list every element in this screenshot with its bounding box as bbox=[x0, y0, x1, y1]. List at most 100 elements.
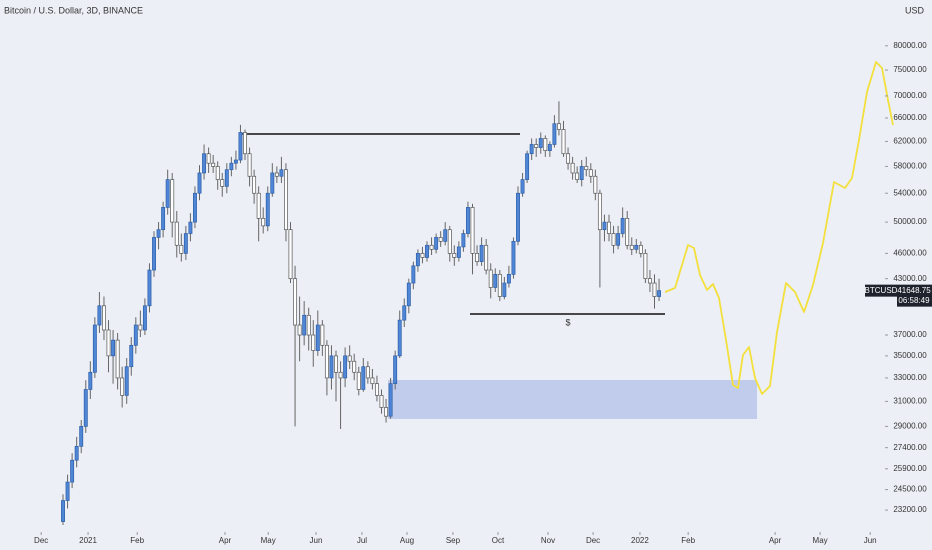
candle-body bbox=[284, 169, 288, 231]
y-tick-label: 70000.00 bbox=[893, 91, 927, 100]
candle-body bbox=[193, 192, 197, 223]
candle-body bbox=[329, 355, 334, 379]
candle-body bbox=[265, 192, 270, 227]
candle-body bbox=[425, 244, 429, 258]
candle-body bbox=[65, 481, 70, 501]
candle-body bbox=[638, 244, 643, 254]
candle-body bbox=[620, 218, 625, 234]
candle-body bbox=[270, 172, 275, 194]
candle-body bbox=[402, 305, 407, 321]
candle-body bbox=[311, 334, 316, 351]
candle-body bbox=[174, 221, 179, 246]
candle-body bbox=[211, 162, 216, 167]
candle-body bbox=[456, 246, 461, 258]
y-tick-label: 80000.00 bbox=[893, 41, 927, 50]
candle-body bbox=[579, 166, 584, 180]
symbol-box bbox=[865, 284, 897, 297]
candle-body bbox=[229, 162, 234, 171]
y-tick-label: 50000.00 bbox=[893, 217, 927, 226]
candle-body bbox=[497, 273, 502, 297]
x-tick-label: Feb bbox=[130, 536, 144, 545]
candle-body bbox=[434, 237, 439, 250]
candle-body bbox=[79, 426, 84, 447]
candle-body bbox=[488, 269, 493, 288]
candle-body bbox=[648, 278, 652, 284]
candle-body bbox=[420, 253, 425, 258]
candle-body bbox=[370, 377, 375, 385]
candle-body bbox=[602, 221, 607, 231]
candle-body bbox=[584, 166, 589, 171]
y-tick-label: 62000.00 bbox=[893, 137, 927, 146]
candle-body bbox=[261, 218, 266, 227]
x-tick-label: May bbox=[261, 536, 276, 545]
y-tick-label: 33000.00 bbox=[893, 373, 927, 382]
candle-body bbox=[529, 144, 534, 155]
x-tick-label: Dec bbox=[34, 536, 48, 545]
candle-body bbox=[493, 273, 498, 288]
x-tick-label: May bbox=[813, 536, 828, 545]
candle-body bbox=[306, 314, 311, 336]
countdown-label: 06:58:49 bbox=[898, 296, 930, 305]
y-tick-label: 75000.00 bbox=[893, 65, 927, 74]
symbol-label: BTCUSD bbox=[865, 286, 898, 295]
candle-body bbox=[274, 172, 279, 177]
x-tick-label: 2022 bbox=[631, 536, 649, 545]
candle-body bbox=[247, 153, 252, 177]
candle-body bbox=[361, 366, 366, 390]
y-tick-label: 43000.00 bbox=[893, 274, 927, 283]
candle-body bbox=[352, 360, 357, 373]
projection-path bbox=[664, 61, 894, 395]
candle-body bbox=[443, 229, 448, 242]
chart-title: Bitcoin / U.S. Dollar, 3D, BINANCE bbox=[4, 5, 143, 15]
candle-body bbox=[102, 305, 106, 331]
candle-body bbox=[256, 192, 261, 219]
candle-body bbox=[83, 389, 88, 427]
candle-body bbox=[566, 153, 571, 164]
candle-body bbox=[415, 253, 420, 267]
candle-body bbox=[74, 445, 79, 461]
candle-body bbox=[484, 244, 489, 271]
candle-body bbox=[538, 138, 543, 148]
x-tick-label: Aug bbox=[400, 536, 414, 545]
candle-body bbox=[238, 132, 243, 161]
candle-body bbox=[534, 144, 539, 148]
candle-body bbox=[411, 265, 416, 284]
candle-body bbox=[293, 278, 298, 326]
candle-body bbox=[516, 192, 520, 242]
candle-body bbox=[183, 233, 188, 254]
candle-body bbox=[147, 269, 152, 307]
candle-body bbox=[520, 179, 525, 194]
candle-body bbox=[70, 459, 75, 483]
y-tick-label: 24500.00 bbox=[893, 485, 927, 494]
candle-body bbox=[375, 383, 379, 396]
candle-body bbox=[202, 153, 207, 174]
x-tick-label: Oct bbox=[492, 536, 505, 545]
y-tick-label: 37000.00 bbox=[893, 330, 927, 339]
candle-body bbox=[224, 169, 229, 187]
candle-body bbox=[188, 221, 193, 234]
candle-body bbox=[525, 153, 530, 180]
candle-body bbox=[61, 500, 65, 522]
candle-body bbox=[115, 339, 120, 379]
candle-body bbox=[97, 305, 102, 326]
y-tick-label: 54000.00 bbox=[893, 188, 927, 197]
x-tick-label: Dec bbox=[586, 536, 600, 545]
candle-body bbox=[324, 344, 329, 379]
candle-body bbox=[397, 319, 402, 357]
candle-body bbox=[179, 244, 184, 254]
candle-body bbox=[570, 162, 575, 174]
y-tick-label: 66000.00 bbox=[893, 113, 927, 122]
candle-body bbox=[288, 229, 293, 280]
price-box bbox=[897, 284, 932, 307]
candle-body bbox=[92, 324, 97, 373]
candle-body bbox=[129, 344, 134, 368]
x-tick-label: Jul bbox=[357, 536, 367, 545]
y-tick-label: 35000.00 bbox=[893, 351, 927, 360]
candle-body bbox=[588, 169, 593, 177]
candle-body bbox=[338, 371, 343, 379]
candle-body bbox=[629, 244, 634, 250]
y-tick-label: 58000.00 bbox=[893, 162, 927, 171]
candle-body bbox=[406, 282, 411, 307]
